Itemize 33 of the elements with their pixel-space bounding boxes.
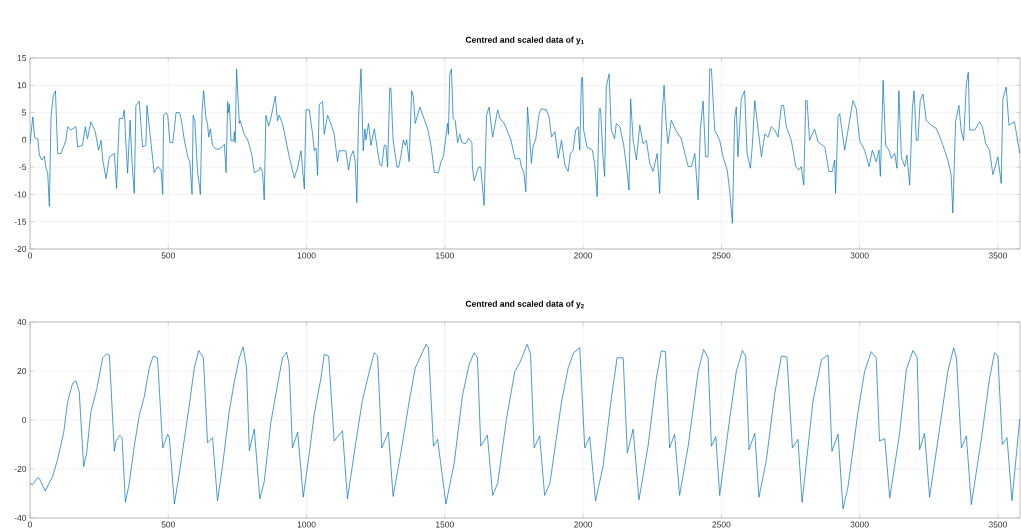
y-tick-label: 40 bbox=[17, 319, 27, 325]
y-tick-label: 0 bbox=[22, 136, 27, 143]
y-tick-label: 5 bbox=[22, 109, 27, 116]
x-tick-label: 1500 bbox=[436, 521, 454, 528]
x-tick-label: 3500 bbox=[988, 521, 1007, 528]
x-tick-label: 2500 bbox=[712, 252, 731, 259]
y-tick-label: -20 bbox=[14, 466, 27, 472]
x-tick-label: 1500 bbox=[436, 252, 454, 259]
x-tick-label: 2000 bbox=[574, 252, 593, 259]
y-tick-label: 0 bbox=[22, 417, 27, 423]
x-tick-label: 2000 bbox=[574, 521, 593, 528]
x-tick-label: 3000 bbox=[850, 252, 869, 259]
chart-title: Centred and scaled data of y$_{2}$ bbox=[465, 300, 584, 309]
x-tick-label: 0 bbox=[27, 252, 33, 259]
x-tick-label: 500 bbox=[161, 252, 175, 259]
y-tick-label: -20 bbox=[14, 246, 27, 252]
x-tick-label: 2500 bbox=[712, 521, 731, 528]
x-tick-label: 1000 bbox=[297, 521, 316, 528]
line-series bbox=[30, 343, 1021, 510]
line-series bbox=[30, 68, 1021, 224]
x-tick-label: 1000 bbox=[297, 252, 316, 259]
y-tick-label: -5 bbox=[19, 164, 27, 171]
chart-title: Centred and scaled data of y$_{1}$ bbox=[465, 36, 584, 45]
y-tick-label: -40 bbox=[14, 515, 27, 521]
y-tick-label: -10 bbox=[14, 191, 27, 198]
y-tick-label: 15 bbox=[17, 55, 27, 61]
x-tick-label: 0 bbox=[27, 521, 33, 528]
y-tick-label: 20 bbox=[17, 368, 27, 374]
y-tick-label: -15 bbox=[14, 218, 27, 225]
y-tick-label: 10 bbox=[17, 82, 27, 89]
x-tick-label: 3500 bbox=[988, 252, 1007, 259]
x-tick-label: 500 bbox=[161, 521, 175, 528]
x-tick-label: 3000 bbox=[850, 521, 869, 528]
